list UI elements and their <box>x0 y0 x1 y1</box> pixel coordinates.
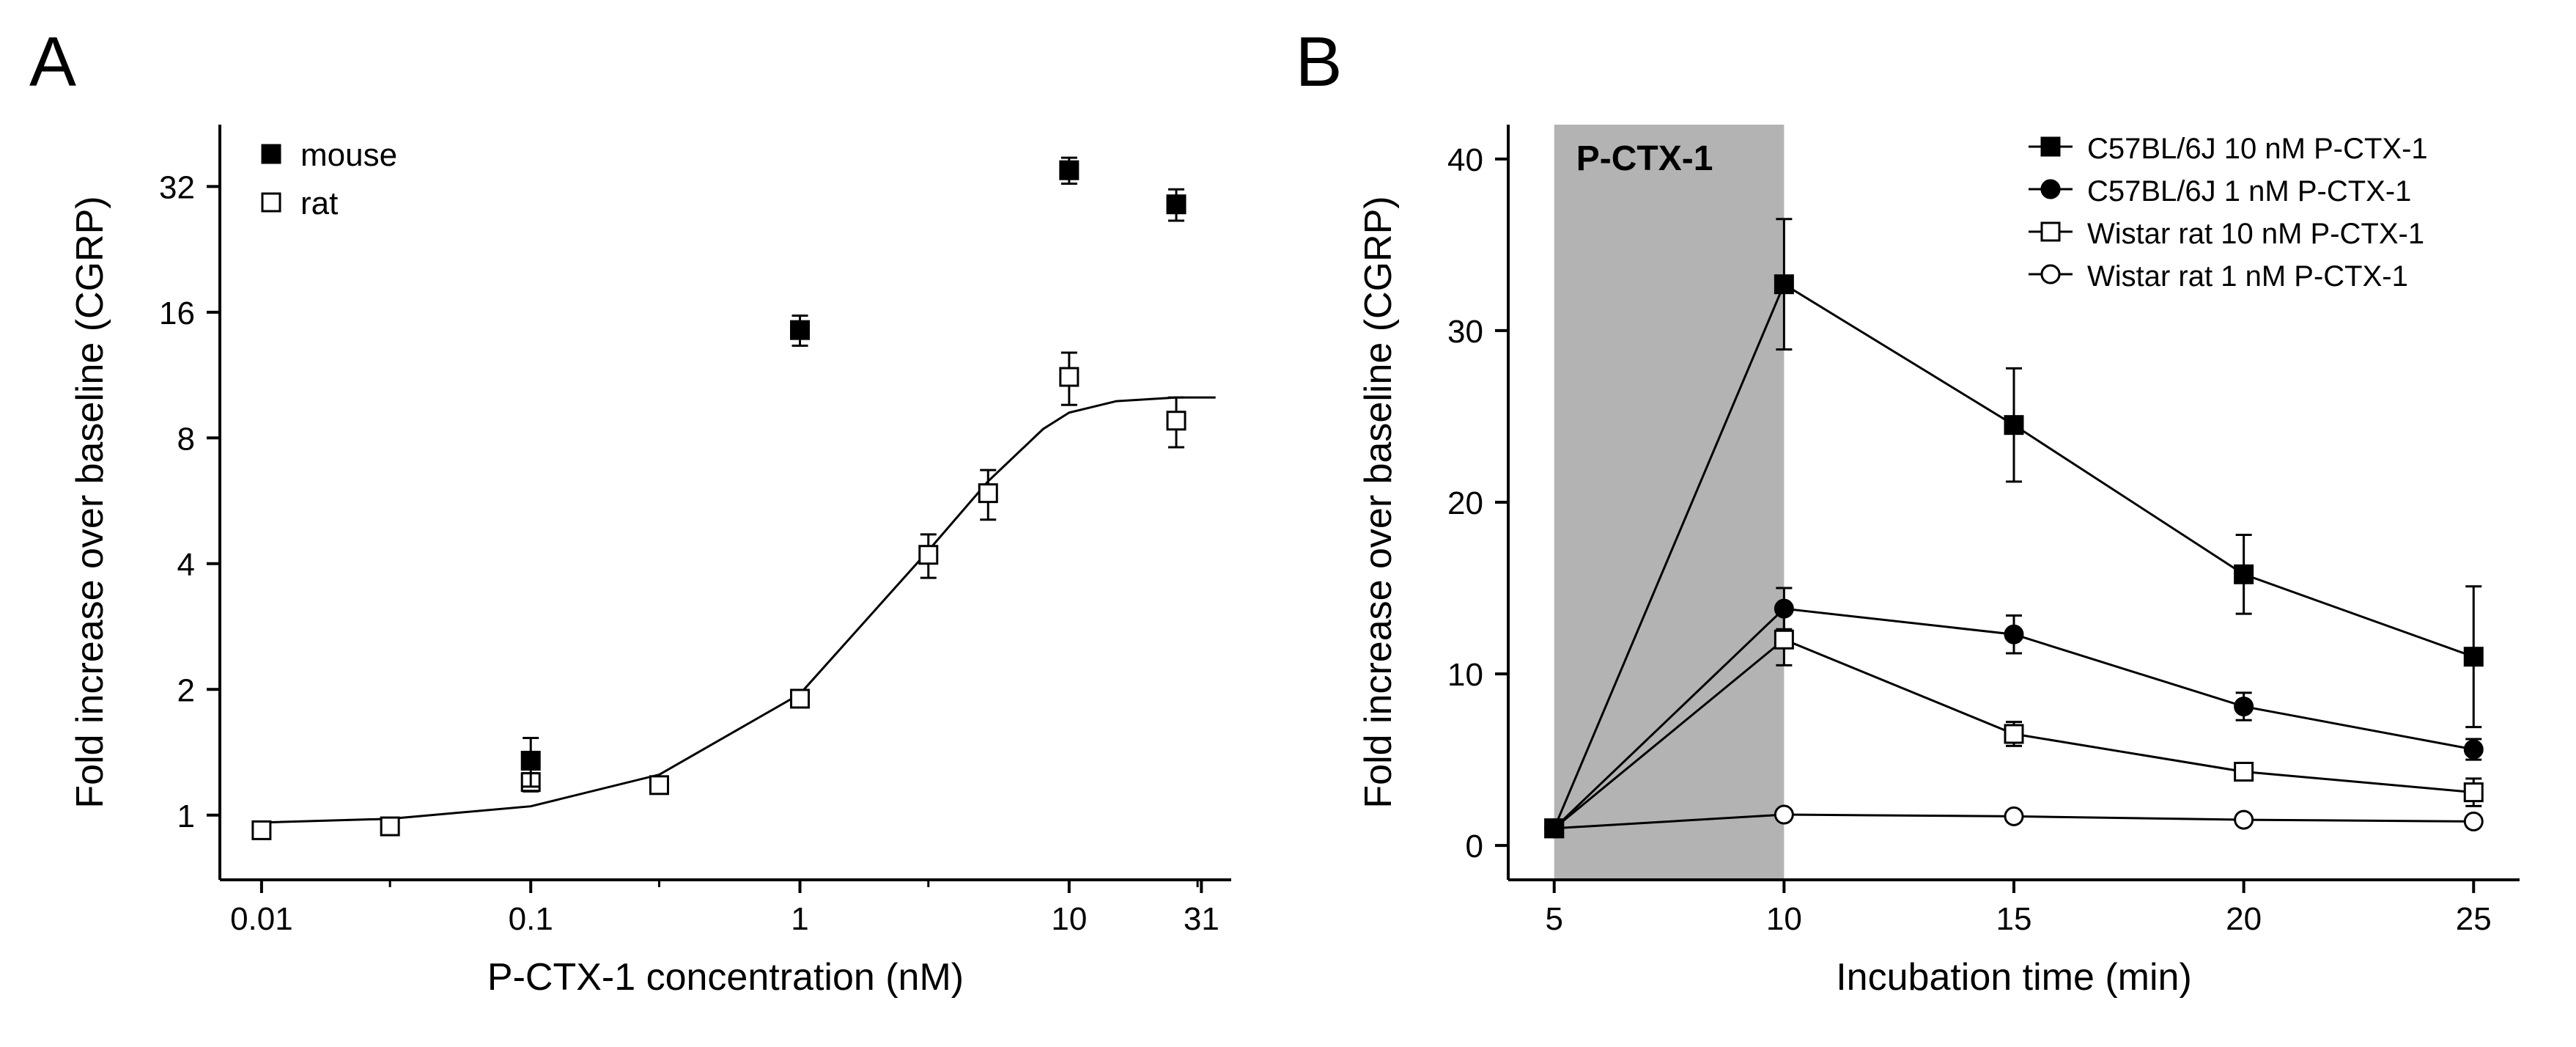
panel-a-chart: 0.01 0.1 1 10 31 1 2 4 8 16 32 P-CTX-1 concentratio… <box>0 0 1288 1047</box>
svg-text:0.1: 0.1 <box>509 901 553 937</box>
svg-text:5: 5 <box>1545 901 1562 937</box>
svg-text:10: 10 <box>1765 901 1801 937</box>
svg-text:0.01: 0.01 <box>230 901 293 937</box>
svg-text:32: 32 <box>159 169 195 205</box>
panel-a-label: A <box>29 22 76 103</box>
svg-text:Wistar rat 10 nM P-CTX-1: Wistar rat 10 nM P-CTX-1 <box>2087 218 2424 250</box>
svg-text:1: 1 <box>177 798 195 834</box>
svg-text:16: 16 <box>159 295 195 331</box>
svg-text:rat: rat <box>300 185 338 221</box>
svg-text:mouse: mouse <box>300 137 397 173</box>
svg-text:20: 20 <box>2226 901 2262 937</box>
svg-text:8: 8 <box>177 421 195 457</box>
svg-text:C57BL/6J 10 nM P-CTX-1: C57BL/6J 10 nM P-CTX-1 <box>2087 133 2428 165</box>
svg-text:40: 40 <box>1447 142 1483 178</box>
svg-text:30: 30 <box>1447 314 1483 350</box>
svg-text:15: 15 <box>1996 901 2031 937</box>
svg-text:Incubation time (min): Incubation time (min) <box>1836 956 2192 999</box>
svg-text:P-CTX-1: P-CTX-1 <box>1576 139 1713 178</box>
figure-container: A 0.01 0.1 1 10 31 1 2 4 8 16 32 P-CTX-1 concentrat… <box>0 0 2576 1047</box>
panel-a: A 0.01 0.1 1 10 31 1 2 4 8 16 32 P-CTX-1 concentrat… <box>0 0 1288 1047</box>
svg-text:20: 20 <box>1447 485 1483 521</box>
svg-text:C57BL/6J 1 nM P-CTX-1: C57BL/6J 1 nM P-CTX-1 <box>2087 175 2411 207</box>
svg-text:4: 4 <box>177 547 195 583</box>
svg-text:0: 0 <box>1465 829 1483 864</box>
svg-text:Fold increase over baseline (C: Fold increase over baseline (CGRP) <box>1357 196 1400 808</box>
panel-b: B P-CTX-1 5 10 15 20 25 0 10 20 30 40 Incubation ti… <box>1288 0 2576 1047</box>
svg-text:1: 1 <box>791 901 808 937</box>
svg-text:P-CTX-1 concentration (nM): P-CTX-1 concentration (nM) <box>487 956 964 999</box>
svg-text:10: 10 <box>1051 901 1087 937</box>
svg-text:Fold increase over baseline (C: Fold increase over baseline (CGRP) <box>69 196 111 808</box>
svg-text:25: 25 <box>2455 901 2491 937</box>
svg-text:31: 31 <box>1184 901 1219 937</box>
svg-text:10: 10 <box>1447 657 1483 693</box>
svg-text:2: 2 <box>177 672 195 708</box>
svg-text:Wistar rat 1 nM P-CTX-1: Wistar rat 1 nM P-CTX-1 <box>2087 260 2408 293</box>
panel-b-label: B <box>1296 22 1343 103</box>
panel-b-chart: P-CTX-1 5 10 15 20 25 0 10 20 30 40 Incubation time… <box>1288 0 2576 1047</box>
